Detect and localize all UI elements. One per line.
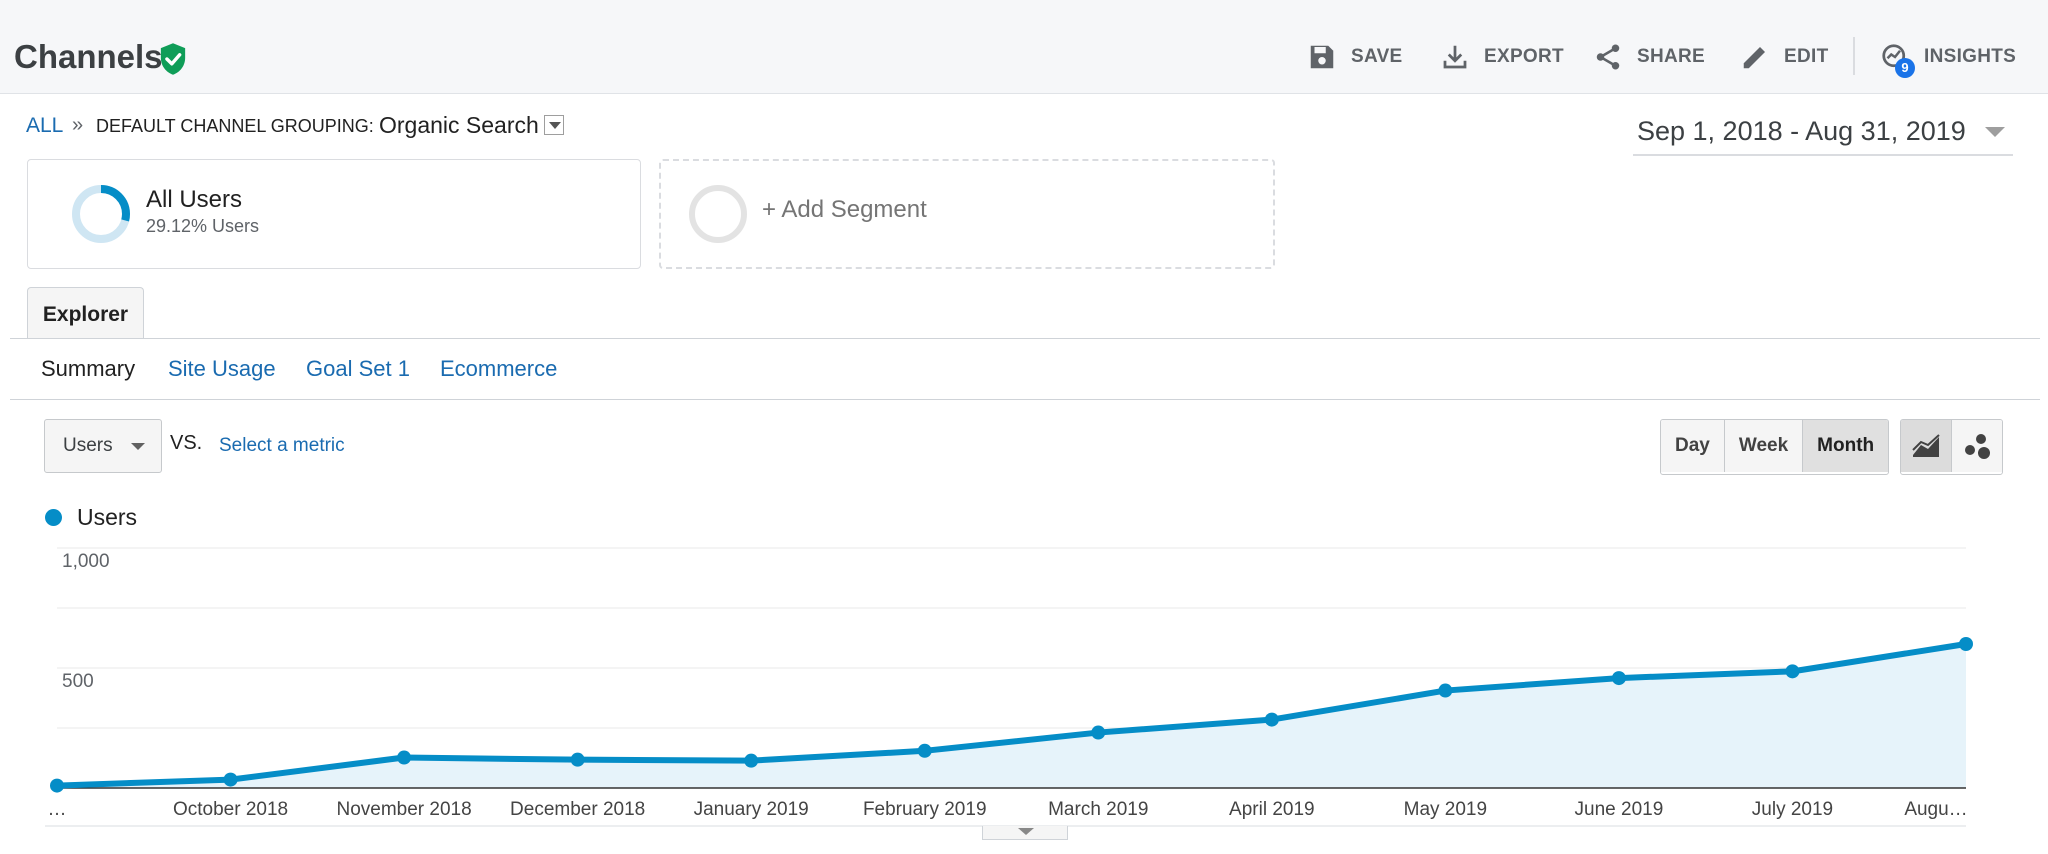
users-data-point [917, 743, 932, 758]
legend-users-swatch [45, 509, 62, 526]
insights-button[interactable]: INSIGHTS [1880, 40, 2016, 74]
subtab-divider [10, 399, 2040, 400]
segment-name: All Users [146, 186, 243, 213]
x-tick-label: April 2019 [1229, 799, 1315, 820]
users-data-point [397, 750, 412, 765]
users-data-point [50, 778, 64, 793]
segment-subtitle: 29.12% Users [146, 216, 260, 236]
download-icon [1443, 45, 1467, 69]
date-range-chevron-down-icon[interactable] [1985, 127, 2005, 137]
users-data-point [1091, 725, 1106, 740]
empty-segment-circle-icon [689, 185, 747, 243]
legend-users-label: Users [77, 504, 138, 530]
x-tick-label: Augu… [1904, 799, 1967, 820]
users-line-chart: 1,000 500 … October 2018 November 2018 Decemb… [45, 547, 1973, 827]
edit-label: EDIT [1784, 46, 1829, 67]
add-segment-label[interactable]: + Add Segment [762, 196, 927, 223]
period-toggle: Day Week Month [1660, 419, 1890, 475]
save-button[interactable]: SAVE [1307, 40, 1403, 74]
insights-count-badge: 9 [1895, 58, 1915, 78]
save-icon [1310, 45, 1334, 69]
share-button[interactable]: SHARE [1593, 40, 1705, 74]
chart-collapse-handle[interactable] [982, 826, 1068, 840]
users-data-point [1438, 683, 1453, 698]
segment-donut-arc [72, 185, 130, 243]
breadcrumb-grouping-key: DEFAULT CHANNEL GROUPING: [96, 116, 374, 136]
insights-label: INSIGHTS [1924, 46, 2017, 67]
period-week-button[interactable]: Week [1724, 420, 1804, 472]
breadcrumb-separator: » [72, 114, 84, 136]
insights-icon [1882, 44, 1906, 68]
chevron-down-icon [131, 443, 145, 450]
add-segment-card[interactable] [659, 159, 1275, 269]
users-area [57, 644, 1966, 788]
x-tick-label: … [48, 799, 67, 820]
x-tick-label: December 2018 [510, 799, 645, 820]
verified-shield-icon [160, 43, 186, 75]
date-range-picker[interactable]: Sep 1, 2018 - Aug 31, 2019 [1637, 116, 1966, 146]
x-tick-label: July 2019 [1752, 799, 1833, 820]
users-data-point [744, 753, 759, 768]
grouping-dropdown-button[interactable] [544, 115, 564, 135]
x-tick-label: November 2018 [336, 799, 471, 820]
chart-type-toggle [1900, 419, 2003, 475]
breadcrumb-grouping-value: Organic Search [379, 112, 539, 138]
users-data-point [223, 772, 238, 787]
x-tick-label: June 2019 [1575, 799, 1664, 820]
select-metric-link[interactable]: Select a metric [219, 435, 345, 456]
users-data-point [1959, 637, 1973, 651]
toolbar-divider [1853, 37, 1855, 75]
export-label: EXPORT [1484, 46, 1564, 67]
users-data-point [570, 752, 585, 767]
report-header [0, 0, 2048, 94]
motion-chart-button[interactable] [1952, 420, 2002, 472]
subtab-summary[interactable]: Summary [41, 356, 136, 381]
breadcrumb-all-link[interactable]: ALL [26, 114, 64, 137]
users-data-point [1785, 664, 1800, 679]
page-title: Channels [14, 38, 163, 75]
edit-button[interactable]: EDIT [1740, 40, 1828, 74]
users-data-point [1611, 671, 1626, 686]
x-tick-label: February 2019 [863, 799, 987, 820]
line-chart-icon [1912, 434, 1940, 457]
bubble-chart-icon [1965, 434, 1990, 459]
segment-card-all-users[interactable] [27, 159, 641, 269]
y-tick-label: 500 [62, 671, 94, 692]
share-label: SHARE [1637, 46, 1706, 67]
pencil-icon [1743, 47, 1765, 69]
date-range-underline [1633, 154, 2013, 156]
x-tick-label: January 2019 [694, 799, 809, 820]
segment-donut-icon [72, 185, 130, 243]
primary-metric-label: Users [63, 435, 113, 456]
line-chart-button[interactable] [1901, 420, 1952, 472]
x-tick-label: October 2018 [173, 799, 288, 820]
export-button[interactable]: EXPORT [1440, 40, 1564, 74]
users-data-point [1264, 712, 1279, 727]
vs-label: VS. [170, 432, 203, 454]
tab-divider [10, 338, 2040, 339]
subtab-goal-set-1[interactable]: Goal Set 1 [306, 356, 410, 381]
users-line [56, 641, 1967, 789]
y-tick-label: 1,000 [62, 551, 110, 572]
period-day-button[interactable]: Day [1661, 420, 1725, 472]
x-tick-label: March 2019 [1048, 799, 1148, 820]
share-icon [1596, 44, 1620, 70]
save-label: SAVE [1351, 46, 1403, 67]
x-tick-label: May 2019 [1404, 799, 1487, 820]
primary-metric-select[interactable]: Users [44, 419, 162, 473]
subtab-ecommerce[interactable]: Ecommerce [440, 356, 558, 381]
subtab-site-usage[interactable]: Site Usage [168, 356, 276, 381]
tab-explorer[interactable]: Explorer [27, 287, 144, 339]
period-month-button[interactable]: Month [1803, 420, 1889, 472]
